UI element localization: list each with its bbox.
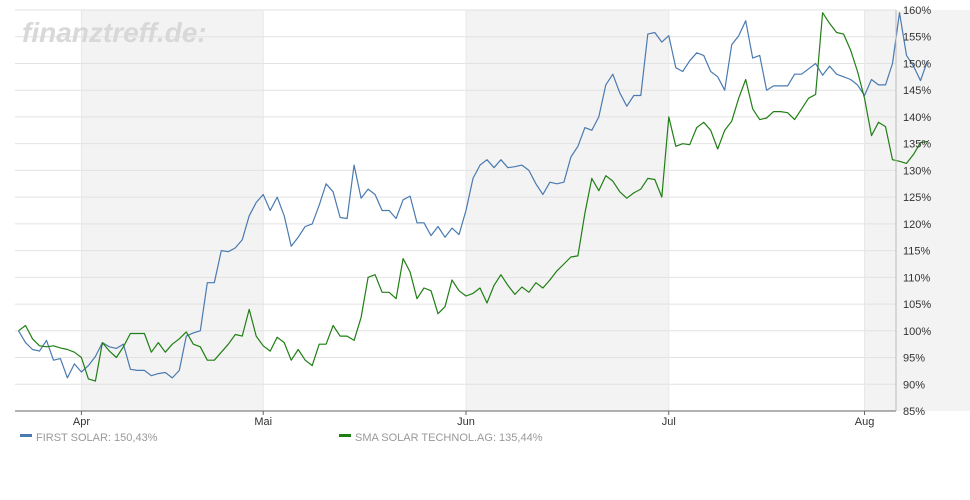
axes — [15, 10, 897, 415]
shaded-band-3 — [864, 10, 970, 411]
y-tick-label: 90% — [903, 379, 925, 391]
series-lines — [17, 12, 929, 382]
y-tick-label: 95% — [903, 353, 925, 365]
legend-label-sma-solar: SMA SOLAR TECHNOL.AG: 135,44% — [355, 432, 543, 444]
y-tick-label: 130% — [903, 165, 931, 177]
y-tick-label: 160% — [903, 5, 931, 17]
shaded-band-2 — [465, 10, 669, 411]
y-tick-label: 135% — [903, 139, 931, 151]
y-tick-label: 125% — [903, 192, 931, 204]
x-tick-labels: AprMaiJunJulAugSep — [73, 416, 875, 428]
legend-swatch-sma-solar — [339, 434, 351, 437]
series-line-sma-solar — [18, 12, 928, 382]
y-tick-label: 100% — [903, 326, 931, 338]
x-tick-label-mai: Mai — [254, 416, 272, 428]
y-tick-label: 115% — [903, 246, 931, 258]
weekly-shading — [81, 10, 970, 411]
grid-lines — [15, 9, 896, 411]
y-tick-label: 105% — [903, 299, 931, 311]
x-tick-label-jul: Jul — [662, 416, 676, 428]
x-tick-label-aug: Aug — [855, 416, 875, 428]
legend-label-first-solar: FIRST SOLAR: 150,43% — [36, 432, 158, 444]
x-tick-label-jun: Jun — [457, 416, 475, 428]
series-line-first-solar — [17, 12, 929, 379]
y-tick-label: 155% — [903, 32, 931, 44]
watermark: finanztreff.de: — [22, 17, 207, 48]
y-tick-label: 140% — [903, 112, 931, 124]
y-tick-label: 85% — [903, 406, 925, 418]
legend-swatch-first-solar — [20, 434, 32, 437]
y-tick-label: 120% — [903, 219, 931, 231]
legend: FIRST SOLAR: 150,43% SMA SOLAR TECHNOL.AG… — [20, 432, 543, 444]
x-tick-label-apr: Apr — [73, 416, 90, 428]
y-tick-labels: 85% 90% 95% 100% 105% 110% 115% 120% 125% 130% 135… — [903, 5, 931, 418]
y-tick-label: 150% — [903, 58, 931, 70]
y-tick-label: 145% — [903, 85, 931, 97]
y-tick-label: 110% — [903, 272, 931, 284]
